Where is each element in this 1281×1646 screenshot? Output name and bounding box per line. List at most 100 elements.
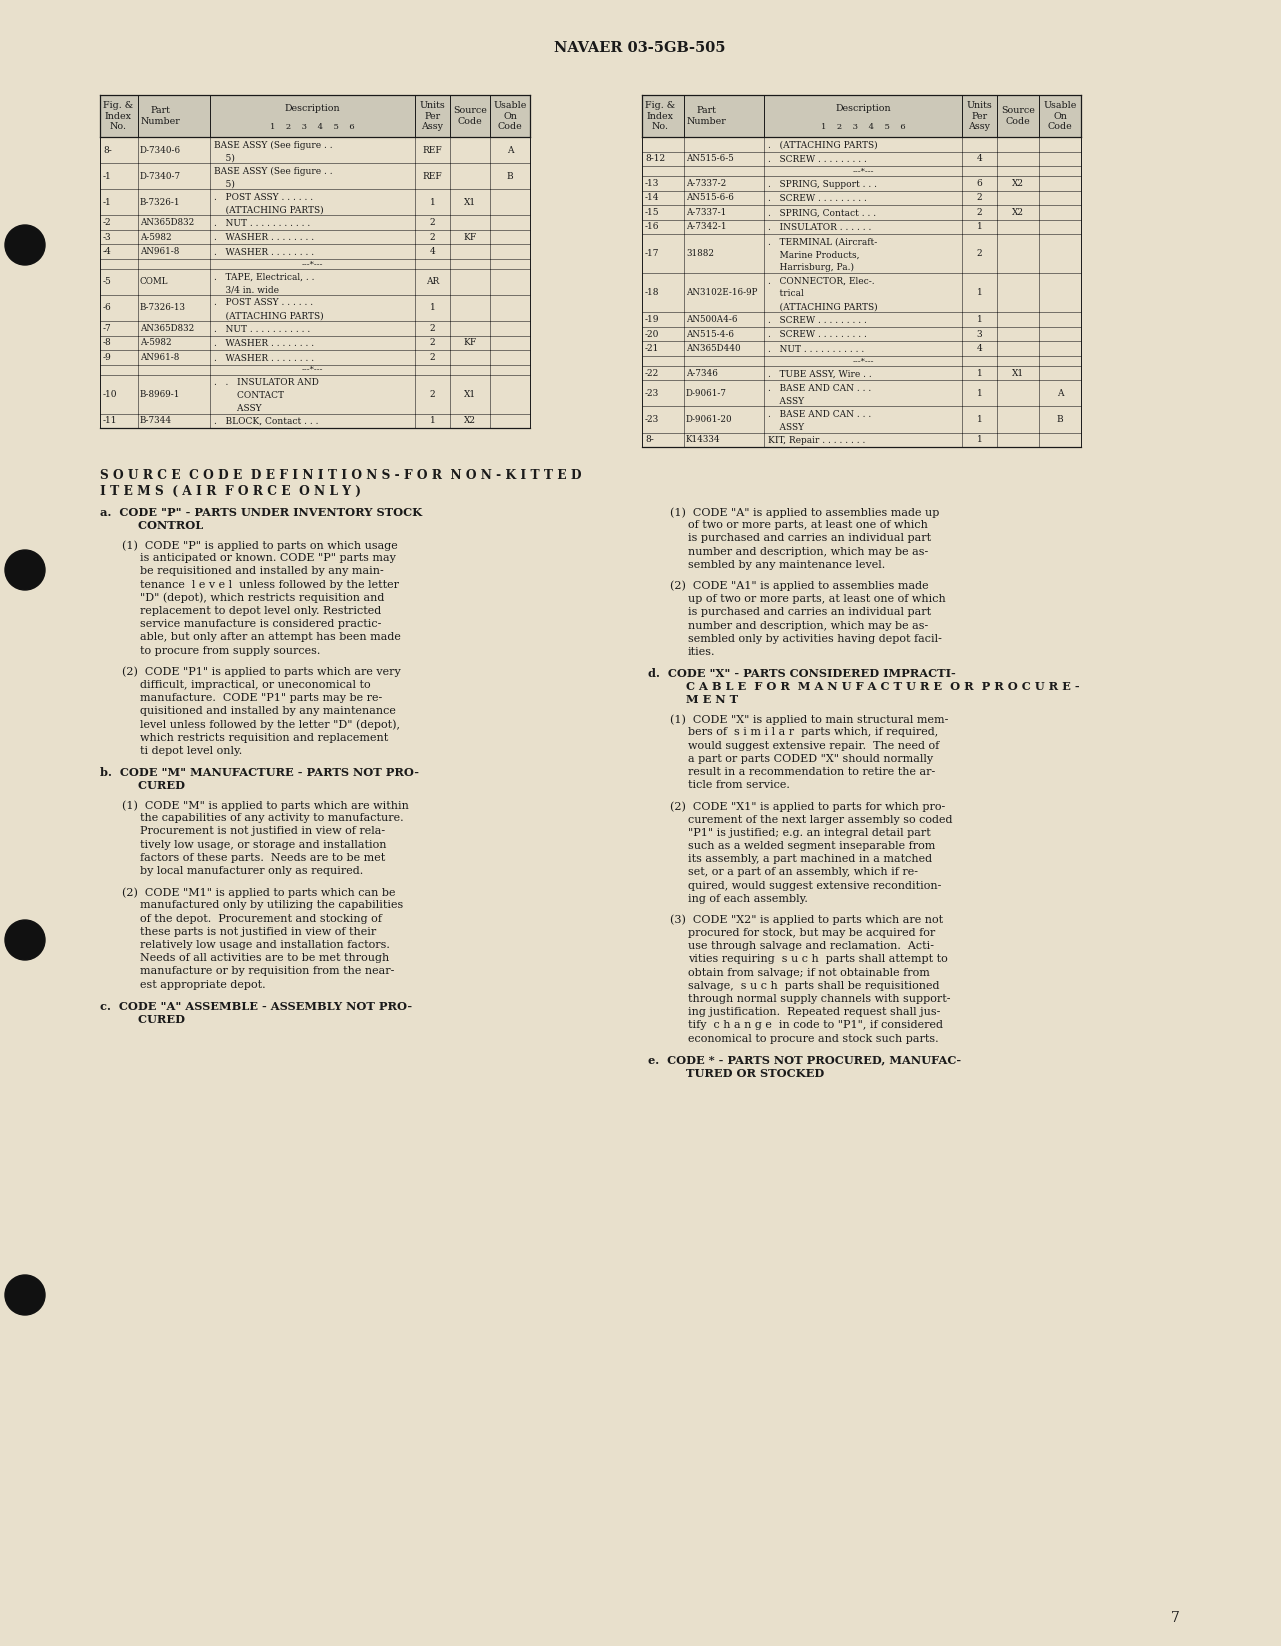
Text: 1: 1: [976, 435, 983, 444]
Text: AN3102E-16-9P: AN3102E-16-9P: [687, 288, 757, 298]
Text: X1: X1: [464, 390, 477, 398]
Bar: [642, 95, 1081, 137]
Text: -1: -1: [102, 171, 111, 181]
Text: (1)  CODE "P" is applied to parts on which usage: (1) CODE "P" is applied to parts on whic…: [122, 540, 397, 550]
Text: .   SPRING, Contact . . .: . SPRING, Contact . . .: [769, 209, 876, 217]
Text: REF: REF: [423, 171, 442, 181]
Text: service manufacture is considered practic-: service manufacture is considered practi…: [140, 619, 382, 629]
Text: (2)  CODE "A1" is applied to assemblies made: (2) CODE "A1" is applied to assemblies m…: [670, 581, 929, 591]
Text: AN961-8: AN961-8: [140, 352, 179, 362]
Text: a.  CODE "P" - PARTS UNDER INVENTORY STOCK: a. CODE "P" - PARTS UNDER INVENTORY STOC…: [100, 507, 423, 518]
Text: A-5982: A-5982: [140, 337, 172, 347]
Text: B-7326-13: B-7326-13: [140, 303, 186, 313]
Text: CURED: CURED: [122, 1014, 184, 1025]
Text: "D" (depot), which restricts requisition and: "D" (depot), which restricts requisition…: [140, 593, 384, 604]
Text: A-7337-2: A-7337-2: [687, 179, 726, 188]
Text: (1)  CODE "A" is applied to assemblies made up: (1) CODE "A" is applied to assemblies ma…: [670, 507, 939, 517]
Text: Source
Code: Source Code: [453, 107, 487, 125]
Text: "P1" is justified; e.g. an integral detail part: "P1" is justified; e.g. an integral deta…: [688, 828, 931, 838]
Text: number and description, which may be as-: number and description, which may be as-: [688, 546, 929, 556]
Text: 4: 4: [976, 155, 983, 163]
Text: D-9061-20: D-9061-20: [687, 415, 733, 425]
Text: .   POST ASSY . . . . . .: . POST ASSY . . . . . .: [214, 298, 313, 308]
Text: -23: -23: [646, 415, 660, 425]
Text: KF: KF: [464, 337, 477, 347]
Text: ticle from service.: ticle from service.: [688, 780, 790, 790]
Text: 1: 1: [429, 198, 436, 207]
Text: 1    2    3    4    5    6: 1 2 3 4 5 6: [270, 122, 355, 130]
Text: 2: 2: [976, 207, 983, 217]
Text: number and description, which may be as-: number and description, which may be as-: [688, 621, 929, 630]
Text: quired, would suggest extensive recondition-: quired, would suggest extensive recondit…: [688, 881, 942, 890]
Text: -16: -16: [646, 222, 660, 230]
Text: A: A: [1057, 388, 1063, 398]
Text: -5: -5: [102, 277, 111, 286]
Text: which restricts requisition and replacement: which restricts requisition and replacem…: [140, 732, 388, 742]
Text: ASSY: ASSY: [769, 423, 804, 431]
Text: X1: X1: [1012, 369, 1024, 377]
Bar: [100, 95, 530, 137]
Text: AN365D440: AN365D440: [687, 344, 740, 352]
Text: ---*---: ---*---: [852, 357, 874, 365]
Text: AN961-8: AN961-8: [140, 247, 179, 257]
Text: (3)  CODE "X2" is applied to parts which are not: (3) CODE "X2" is applied to parts which …: [670, 915, 943, 925]
Text: Fig. &
Index
No.: Fig. & Index No.: [646, 100, 675, 132]
Text: bers of  s i m i l a r  parts which, if required,: bers of s i m i l a r parts which, if re…: [688, 728, 938, 737]
Text: -8: -8: [102, 337, 111, 347]
Text: vities requiring  s u c h  parts shall attempt to: vities requiring s u c h parts shall att…: [688, 955, 948, 965]
Text: through normal supply channels with support-: through normal supply channels with supp…: [688, 994, 951, 1004]
Text: .   BASE AND CAN . . .: . BASE AND CAN . . .: [769, 384, 871, 393]
Text: B-7326-1: B-7326-1: [140, 198, 181, 207]
Circle shape: [5, 550, 45, 589]
Text: 5): 5): [214, 179, 234, 188]
Text: quisitioned and installed by any maintenance: quisitioned and installed by any mainten…: [140, 706, 396, 716]
Text: (ATTACHING PARTS): (ATTACHING PARTS): [769, 303, 877, 311]
Text: by local manufacturer only as required.: by local manufacturer only as required.: [140, 866, 364, 876]
Text: Description: Description: [284, 104, 341, 114]
Text: 4: 4: [976, 344, 983, 352]
Text: -14: -14: [646, 193, 660, 202]
Text: economical to procure and stock such parts.: economical to procure and stock such par…: [688, 1034, 939, 1044]
Text: K14334: K14334: [687, 435, 721, 444]
Text: 1: 1: [429, 303, 436, 313]
Text: ing justification.  Repeated request shall jus-: ing justification. Repeated request shal…: [688, 1007, 940, 1017]
Circle shape: [5, 226, 45, 265]
Text: c.  CODE "A" ASSEMBLE - ASSEMBLY NOT PRO-: c. CODE "A" ASSEMBLE - ASSEMBLY NOT PRO-: [100, 1001, 412, 1012]
Text: .   SCREW . . . . . . . . .: . SCREW . . . . . . . . .: [769, 155, 867, 165]
Text: .   SCREW . . . . . . . . .: . SCREW . . . . . . . . .: [769, 194, 867, 202]
Text: ASSY: ASSY: [769, 397, 804, 405]
Text: .   TAPE, Electrical, . .: . TAPE, Electrical, . .: [214, 272, 315, 281]
Text: AN500A4-6: AN500A4-6: [687, 314, 738, 324]
Text: (2)  CODE "X1" is applied to parts for which pro-: (2) CODE "X1" is applied to parts for wh…: [670, 802, 945, 811]
Text: ing of each assembly.: ing of each assembly.: [688, 894, 808, 904]
Text: 2: 2: [429, 217, 436, 227]
Text: 2: 2: [429, 352, 436, 362]
Text: (1)  CODE "X" is applied to main structural mem-: (1) CODE "X" is applied to main structur…: [670, 714, 948, 724]
Text: D-7340-6: D-7340-6: [140, 145, 181, 155]
Text: CONTACT: CONTACT: [214, 390, 284, 400]
Text: -1: -1: [102, 198, 111, 207]
Text: 7: 7: [1171, 1611, 1180, 1625]
Text: D-7340-7: D-7340-7: [140, 171, 181, 181]
Text: -20: -20: [646, 329, 660, 339]
Text: sembled by any maintenance level.: sembled by any maintenance level.: [688, 560, 885, 570]
Text: 1: 1: [976, 369, 983, 377]
Text: .   NUT . . . . . . . . . . .: . NUT . . . . . . . . . . .: [769, 344, 865, 354]
Text: Needs of all activities are to be met through: Needs of all activities are to be met th…: [140, 953, 389, 963]
Text: (ATTACHING PARTS): (ATTACHING PARTS): [214, 206, 324, 214]
Text: -3: -3: [102, 232, 111, 242]
Text: BASE ASSY (See figure . .: BASE ASSY (See figure . .: [214, 140, 333, 150]
Text: M E N T: M E N T: [670, 695, 738, 706]
Text: .   BASE AND CAN . . .: . BASE AND CAN . . .: [769, 410, 871, 418]
Text: difficult, impractical, or uneconomical to: difficult, impractical, or uneconomical …: [140, 680, 370, 690]
Text: .   SCREW . . . . . . . . .: . SCREW . . . . . . . . .: [769, 316, 867, 324]
Text: up of two or more parts, at least one of which: up of two or more parts, at least one of…: [688, 594, 945, 604]
Text: .   (ATTACHING PARTS): . (ATTACHING PARTS): [769, 140, 877, 150]
Text: 8-: 8-: [646, 435, 653, 444]
Text: tively low usage, or storage and installation: tively low usage, or storage and install…: [140, 839, 387, 849]
Text: 1    2    3    4    5    6: 1 2 3 4 5 6: [821, 122, 906, 130]
Text: tify  c h a n g e  in code to "P1", if considered: tify c h a n g e in code to "P1", if con…: [688, 1021, 943, 1030]
Text: able, but only after an attempt has been made: able, but only after an attempt has been…: [140, 632, 401, 642]
Text: A-7342-1: A-7342-1: [687, 222, 726, 230]
Text: CONTROL: CONTROL: [122, 520, 204, 532]
